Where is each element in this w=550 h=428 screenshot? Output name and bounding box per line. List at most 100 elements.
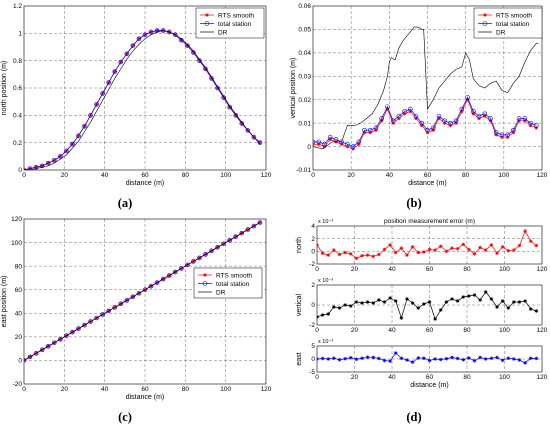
data-point-star [442,121,447,125]
data-point-circle [94,102,99,107]
data-point-star [506,356,511,361]
legend-box [193,267,263,299]
data-point-circle [27,354,33,360]
data-point-star [467,247,471,252]
data-point-circle [33,351,39,356]
x-axis-label: distance (m) [126,180,165,187]
series-group [317,290,539,321]
data-point-star [431,128,436,132]
data-point-circle [227,104,232,110]
data-point-star [348,355,353,360]
y-tick-label: 0.06 [298,3,311,10]
data-point-circle [459,106,465,112]
x-tick-label: 0 [311,172,315,179]
data-point-star [433,248,437,252]
data-point-star [405,358,409,362]
data-point-circle [142,32,148,38]
data-point-star [320,356,325,361]
legend-marker-circle [204,21,210,26]
plot-frame [23,5,267,171]
data-point-circle [482,111,488,117]
data-point-star [500,299,505,303]
data-point-star [326,357,331,361]
data-point-circle [51,340,57,346]
y-tick-label: 100 [11,240,22,247]
data-point-star [511,130,516,135]
data-point-star [320,313,325,317]
data-point-star [365,253,370,257]
data-point-star [523,119,527,123]
data-point-star [483,357,488,361]
data-point-star [316,142,321,147]
legend-label-ts: total station [496,21,530,28]
x-tick-label: 100 [499,374,510,381]
data-point-star [391,121,395,125]
data-point-circle [221,95,226,100]
y-tick-label: 20 [15,334,23,341]
caption-c: (c) [118,410,132,424]
data-point-circle [136,290,142,296]
data-point-circle [413,113,419,119]
x-tick-label: 40 [101,386,109,393]
data-point-circle [516,116,522,121]
y-tick-label: -20 [13,381,23,388]
data-point-circle [94,315,99,321]
data-point-circle [57,336,63,342]
y-tick-label: -5 [309,369,315,376]
x-tick-label: 40 [386,172,394,179]
x-tick-label: 80 [182,386,190,393]
x-axis-label: distance (m) [126,394,165,401]
legend-label-dr: DR [496,29,506,36]
data-point-star [322,144,327,149]
data-point-circle [233,234,239,239]
data-point-star [512,248,516,252]
data-point-star [399,246,404,250]
x-tick-label: 60 [141,386,149,393]
data-point-star [461,357,466,362]
data-point-star [427,247,432,252]
data-point-circle [448,120,453,126]
data-point-star [482,114,487,118]
data-point-star [377,298,381,302]
data-point-circle [185,262,190,268]
data-point-star [444,356,449,361]
data-point-star [472,252,477,256]
data-point-star [416,306,421,310]
x-tick-label: 100 [498,172,509,179]
data-point-star [399,356,404,361]
data-point-circle [419,120,425,126]
legend-box [195,7,265,39]
data-point-star [365,355,370,359]
data-point-star [320,251,325,256]
data-point-circle [333,137,339,142]
data-point-star [517,119,521,123]
data-point-star [345,144,350,149]
data-point-star [488,119,493,123]
series-line-d1 [317,230,537,259]
y-axis-label: vertical [296,293,303,316]
data-point-star [360,253,364,258]
data-point-circle [379,116,385,121]
data-point-star [343,356,347,361]
data-point-star [427,300,432,304]
x-tick-label: 0 [315,327,319,334]
data-point-star [317,315,319,319]
data-point-star [523,361,527,365]
data-point-circle [356,139,362,145]
data-point-star [500,358,505,363]
data-point-star [377,356,381,361]
data-point-star [450,246,454,250]
data-point-star [371,254,376,259]
x-tick-label: 100 [220,386,231,393]
data-point-circle [106,308,111,314]
data-point-star [495,251,499,256]
data-point-circle [350,144,356,149]
data-point-circle [316,139,322,145]
data-point-star [438,308,443,312]
legend-label-rts: RTS smooth [496,12,532,19]
data-point-star [326,312,331,316]
data-point-circle [476,113,482,119]
data-point-star [494,133,498,137]
